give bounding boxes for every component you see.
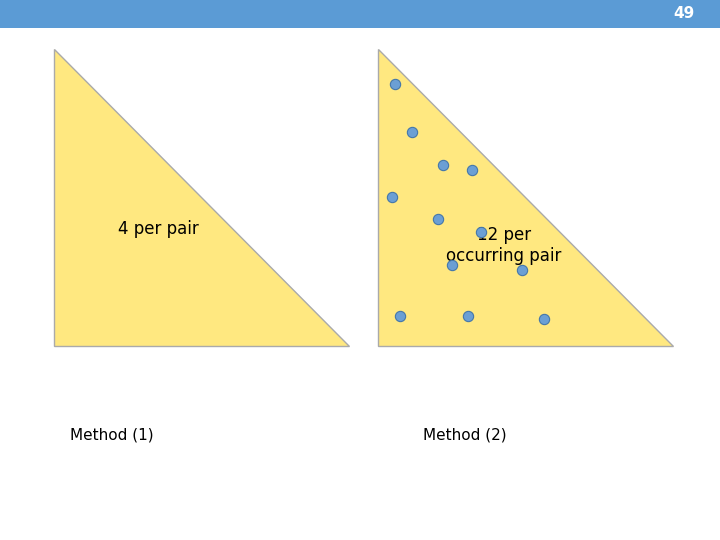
Polygon shape bbox=[54, 49, 349, 346]
Text: 49: 49 bbox=[673, 6, 695, 22]
Point bbox=[462, 312, 474, 320]
Point bbox=[437, 160, 449, 169]
Text: 4 per pair: 4 per pair bbox=[118, 220, 199, 239]
Point bbox=[387, 193, 398, 201]
Point bbox=[432, 214, 444, 223]
Point bbox=[394, 312, 405, 320]
Text: 12 per
occurring pair: 12 per occurring pair bbox=[446, 226, 562, 265]
Text: Method (2): Method (2) bbox=[423, 427, 506, 442]
Point bbox=[389, 79, 400, 88]
Polygon shape bbox=[378, 49, 673, 346]
Text: Method (1): Method (1) bbox=[70, 427, 153, 442]
Point bbox=[466, 166, 477, 174]
Point bbox=[475, 228, 487, 237]
Point bbox=[538, 314, 549, 323]
Point bbox=[516, 266, 528, 274]
Point bbox=[406, 128, 418, 137]
Bar bbox=[0, 0, 720, 28]
Point bbox=[446, 260, 458, 269]
